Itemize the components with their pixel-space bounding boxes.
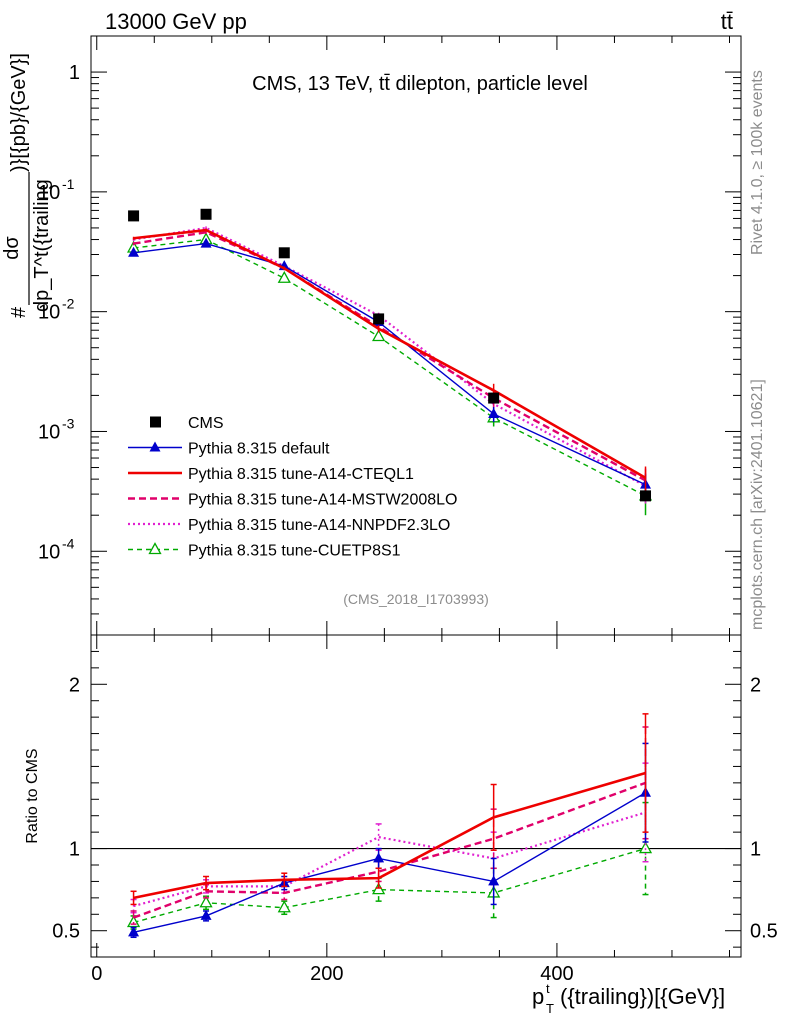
- series-pythia-8-315-tune-a14-cteql1: [132, 228, 647, 493]
- legend-label: CMS: [188, 415, 224, 432]
- ratio-axis-ticks: [91, 635, 741, 957]
- main-plot-panel: 110-110-210-310-4 CMS, 13 TeV, tt̄ dilep…: [38, 35, 742, 636]
- ratio-point-marker: [638, 841, 653, 854]
- ratio-tick-labels: 0.5 0.5 1 1 2 2 0 200 400: [52, 674, 778, 985]
- series-pythia-8-315-tune-a14-nnpdf2-3lo: [132, 226, 647, 504]
- ratio-y-tick-label-left: 2: [69, 674, 80, 696]
- data-point-marker: [200, 237, 212, 248]
- legend: CMS Pythia 8.315 default Pythia 8.315 tune…: [128, 415, 457, 560]
- main-axis-ticks: [91, 35, 741, 636]
- x-label-p: p: [532, 984, 544, 1009]
- data-point-marker: [128, 246, 140, 257]
- y-label-hash: #: [8, 306, 30, 318]
- ratio-series-pythia-8-315-tune-a14-cteql1: [130, 713, 649, 906]
- y-tick-label: 1: [69, 62, 80, 84]
- analysis-id: (CMS_2018_I1703993): [343, 591, 489, 607]
- legend-marker: [150, 416, 161, 428]
- y-tick-exponent: -3: [62, 415, 75, 431]
- x-tick-label: 0: [91, 963, 102, 985]
- data-point-marker: [488, 392, 500, 404]
- ratio-y-tick-label-right: 2: [750, 674, 761, 696]
- data-point-marker: [372, 329, 386, 342]
- ratio-point-marker: [128, 926, 140, 937]
- energy-label: 13000 GeV pp: [105, 9, 247, 34]
- y-tick-exponent: -2: [62, 296, 75, 312]
- ratio-series-line: [133, 781, 646, 919]
- y-label-numerator: dσ: [1, 236, 23, 260]
- series-pythia-8-315-default: [128, 237, 652, 498]
- ratio-series-line: [133, 792, 646, 934]
- rivet-label: Rivet 4.1.0, ≥ 100k events: [749, 70, 766, 255]
- ratio-y-tick-label-left: 1: [69, 839, 80, 861]
- data-point-marker: [488, 407, 500, 418]
- ratio-plot-frame: [90, 634, 742, 958]
- y-tick-label: 10: [38, 302, 60, 324]
- y-label-denominator: dp_T^t({trailing: [31, 179, 53, 312]
- ratio-series-pythia-8-315-tune-a14-mstw2008lo: [130, 726, 649, 925]
- ratio-y-tick-label-right: 1: [750, 839, 761, 861]
- y-tick-exponent: -4: [62, 535, 75, 551]
- ratio-series-line: [133, 771, 646, 900]
- legend-label: Pythia 8.315 tune-CUETP8S1: [188, 543, 401, 560]
- data-point-marker: [128, 210, 140, 222]
- ratio-point-marker: [200, 909, 212, 920]
- y-tick-label: 10: [38, 541, 60, 563]
- x-label-sup: t: [546, 981, 550, 996]
- data-point-marker: [278, 247, 290, 259]
- mcplots-label: mcplots.cern.ch [arXiv:2401.10621]: [749, 379, 766, 630]
- y-label-units: )}[{pb}/{GeV}]: [8, 53, 30, 172]
- x-tick-label: 400: [540, 963, 573, 985]
- x-tick-label: 200: [310, 963, 343, 985]
- y-tick-exponent: -1: [62, 176, 75, 192]
- ratio-series-line: [133, 847, 646, 924]
- process-label: tt̄: [721, 9, 733, 34]
- x-axis-label: p t T ({trailing})[{GeV}]: [532, 981, 725, 1016]
- series-line: [133, 226, 647, 488]
- ratio-series-group: [126, 713, 653, 939]
- ratio-series-pythia-8-315-tune-cuetp8s1: [126, 801, 653, 930]
- main-y-tick-labels: 110-110-210-310-4: [38, 62, 80, 563]
- legend-label: Pythia 8.315 tune-A14-MSTW2008LO: [188, 492, 457, 509]
- ratio-point-marker: [373, 852, 385, 863]
- ratio-series-line: [133, 811, 646, 908]
- data-point-marker: [373, 313, 385, 325]
- legend-label: Pythia 8.315 tune-A14-CTEQL1: [188, 466, 414, 483]
- series-line: [133, 228, 647, 479]
- ratio-plot-panel: 0.5 0.5 1 1 2 2 0 200 400 Ratio to CMS: [24, 634, 778, 985]
- y-tick-label: 10: [38, 182, 60, 204]
- data-point-marker: [277, 270, 291, 283]
- ratio-point-marker: [488, 875, 500, 886]
- x-label-rest: ({trailing})[{GeV}]: [560, 984, 725, 1009]
- ratio-point-marker: [199, 895, 213, 908]
- ratio-y-tick-label-left: 0.5: [52, 921, 80, 943]
- data-point-marker: [200, 208, 212, 220]
- main-series-group: [126, 208, 653, 516]
- data-point-marker: [640, 490, 652, 502]
- legend-label: Pythia 8.315 default: [188, 441, 330, 458]
- series-cms: [128, 208, 652, 502]
- legend-marker: [149, 441, 161, 452]
- ratio-point-marker: [277, 900, 291, 913]
- chart-title: CMS, 13 TeV, tt̄ dilepton, particle leve…: [252, 73, 588, 95]
- ratio-y-axis-label: Ratio to CMS: [24, 748, 41, 843]
- main-y-axis-label: # dσ dp_T^t({trailing )}[{pb}/{GeV}]: [1, 53, 53, 318]
- y-tick-label: 10: [38, 421, 60, 443]
- ratio-y-tick-label-right: 0.5: [750, 921, 778, 943]
- x-label-sub: T: [546, 1001, 554, 1016]
- legend-label: Pythia 8.315 tune-A14-NNPDF2.3LO: [188, 517, 450, 534]
- series-line: [133, 242, 646, 486]
- legend-marker: [148, 542, 162, 555]
